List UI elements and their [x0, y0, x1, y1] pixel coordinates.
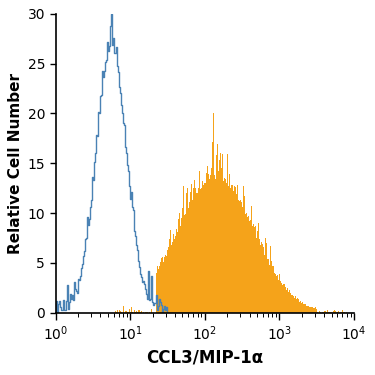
- X-axis label: CCL3/MIP-1α: CCL3/MIP-1α: [146, 349, 263, 367]
- Y-axis label: Relative Cell Number: Relative Cell Number: [8, 73, 23, 254]
- Polygon shape: [56, 114, 354, 313]
